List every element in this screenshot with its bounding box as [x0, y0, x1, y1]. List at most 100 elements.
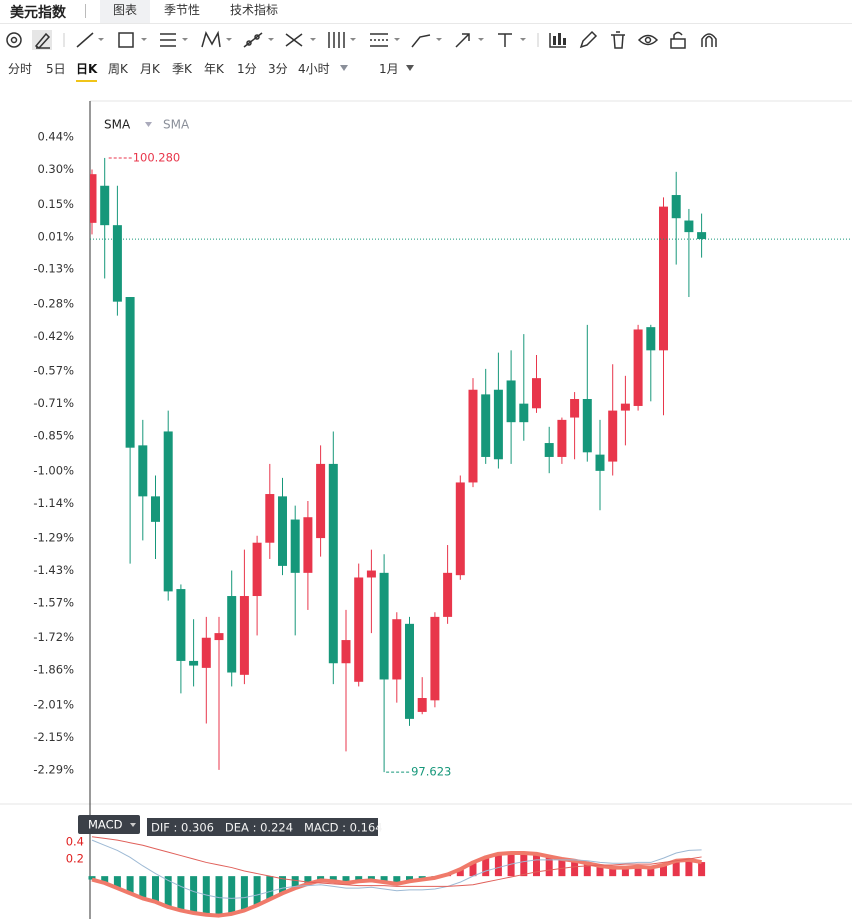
overlay-label[interactable]: SMA — [163, 118, 190, 132]
tab[interactable]: 技术指标 — [229, 3, 278, 17]
candle-body — [430, 616, 440, 701]
period-option[interactable]: 日K — [76, 60, 98, 82]
candle-body — [366, 570, 376, 578]
tool-icon[interactable] — [455, 33, 484, 48]
macd-bar — [494, 853, 502, 877]
macd-bar — [317, 876, 325, 881]
tool-icon[interactable] — [118, 32, 147, 48]
y-tick-label: -0.42% — [33, 329, 74, 343]
tab[interactable]: 图表 — [100, 0, 150, 23]
macd-bar — [672, 860, 680, 877]
candle-body — [671, 195, 681, 219]
dropdown-arrows[interactable] — [0, 60, 420, 78]
y-tick-label: -1.86% — [33, 663, 74, 677]
candle-body — [544, 443, 554, 457]
macd-bar — [113, 876, 121, 889]
period-option[interactable]: 4小时 — [298, 62, 330, 76]
y-tick-label: 0.30% — [37, 162, 74, 176]
tool-icon[interactable] — [6, 32, 22, 48]
indicator-button[interactable] — [78, 815, 140, 834]
macd-bar — [533, 853, 540, 877]
macd-bar — [101, 876, 109, 883]
period-option[interactable]: 周K — [108, 62, 128, 76]
high-label: 100.280 — [133, 150, 181, 164]
macd-envelope — [91, 851, 702, 918]
separator — [85, 4, 86, 18]
macd-bar — [240, 876, 248, 911]
macd-bar — [126, 876, 134, 894]
period-option[interactable]: 分时 — [8, 62, 33, 76]
macd-bar — [266, 876, 274, 900]
tool-icon[interactable] — [76, 32, 104, 48]
tool-icon[interactable] — [285, 33, 316, 47]
candle-body — [100, 185, 110, 226]
y-tick-label: -0.57% — [33, 364, 74, 378]
period-option[interactable]: 5日 — [46, 62, 66, 76]
candle-body — [125, 297, 135, 448]
tool-icon[interactable] — [579, 30, 598, 49]
tool-icon[interactable] — [549, 33, 566, 48]
y-tick-label: -1.29% — [33, 531, 74, 545]
macd-bar — [660, 865, 667, 877]
y-tick-label: -2.01% — [33, 697, 74, 711]
y-tick-label: -0.85% — [33, 429, 74, 443]
candle-body — [405, 623, 414, 719]
period-option[interactable]: 3分 — [268, 62, 288, 76]
macd-bar — [482, 857, 490, 877]
candle-body — [506, 380, 516, 423]
period-option[interactable]: 季K — [172, 62, 192, 76]
overlay-label[interactable]: SMA — [104, 118, 131, 132]
candle-body — [532, 378, 541, 409]
candle-body — [646, 327, 656, 351]
y-tick-label: 0.15% — [37, 197, 74, 211]
dropdown-arrow[interactable] — [145, 122, 152, 127]
y-tick-label: -2.15% — [33, 730, 74, 744]
tool-icon[interactable] — [670, 31, 686, 49]
candle-body — [278, 496, 287, 566]
candle-body — [265, 494, 275, 543]
indicator-info-box — [147, 818, 378, 836]
macd-bar — [291, 876, 299, 889]
tool-icon[interactable] — [701, 33, 717, 47]
indicator-name[interactable]: MACD — [88, 818, 123, 832]
tool-icon[interactable] — [611, 31, 625, 49]
candle-body — [633, 329, 643, 406]
period-option[interactable]: 月K — [140, 62, 160, 76]
y-tick-label: -2.29% — [33, 762, 74, 776]
candle-body — [392, 619, 402, 680]
candle-body — [316, 463, 326, 539]
tool-icon[interactable] — [637, 34, 659, 46]
y-tick-label: -1.57% — [33, 595, 74, 609]
range-option[interactable]: 1月 — [379, 62, 399, 76]
macd-bar — [558, 859, 566, 877]
candle-body — [328, 463, 338, 664]
dropdown-arrow[interactable] — [130, 823, 136, 827]
macd-bar — [520, 853, 528, 877]
tool-icon[interactable] — [370, 33, 400, 47]
candle-body — [417, 698, 427, 712]
tool-icon[interactable] — [243, 32, 274, 48]
macd-bar — [596, 865, 604, 877]
tab[interactable]: 季节性 — [163, 3, 200, 17]
period-option[interactable]: 1分 — [237, 62, 257, 76]
tool-icon[interactable] — [160, 33, 188, 47]
candle-body — [354, 577, 364, 682]
candle-body — [290, 519, 300, 573]
instrument-title: 美元指数 — [10, 5, 66, 21]
period-option[interactable]: 年K — [204, 62, 224, 76]
tool-icon[interactable] — [411, 34, 442, 48]
tool-icon[interactable] — [201, 30, 232, 48]
tool-icon[interactable] — [328, 32, 356, 48]
macd-bar — [367, 876, 375, 881]
macd-bar — [190, 876, 198, 913]
candle-body — [455, 482, 465, 576]
candle-body — [595, 454, 605, 471]
candle-body — [697, 232, 707, 240]
tool-icon[interactable] — [498, 33, 526, 47]
macd-bar — [342, 876, 350, 883]
tool-icon[interactable] — [32, 30, 52, 50]
candle-body — [659, 206, 668, 351]
